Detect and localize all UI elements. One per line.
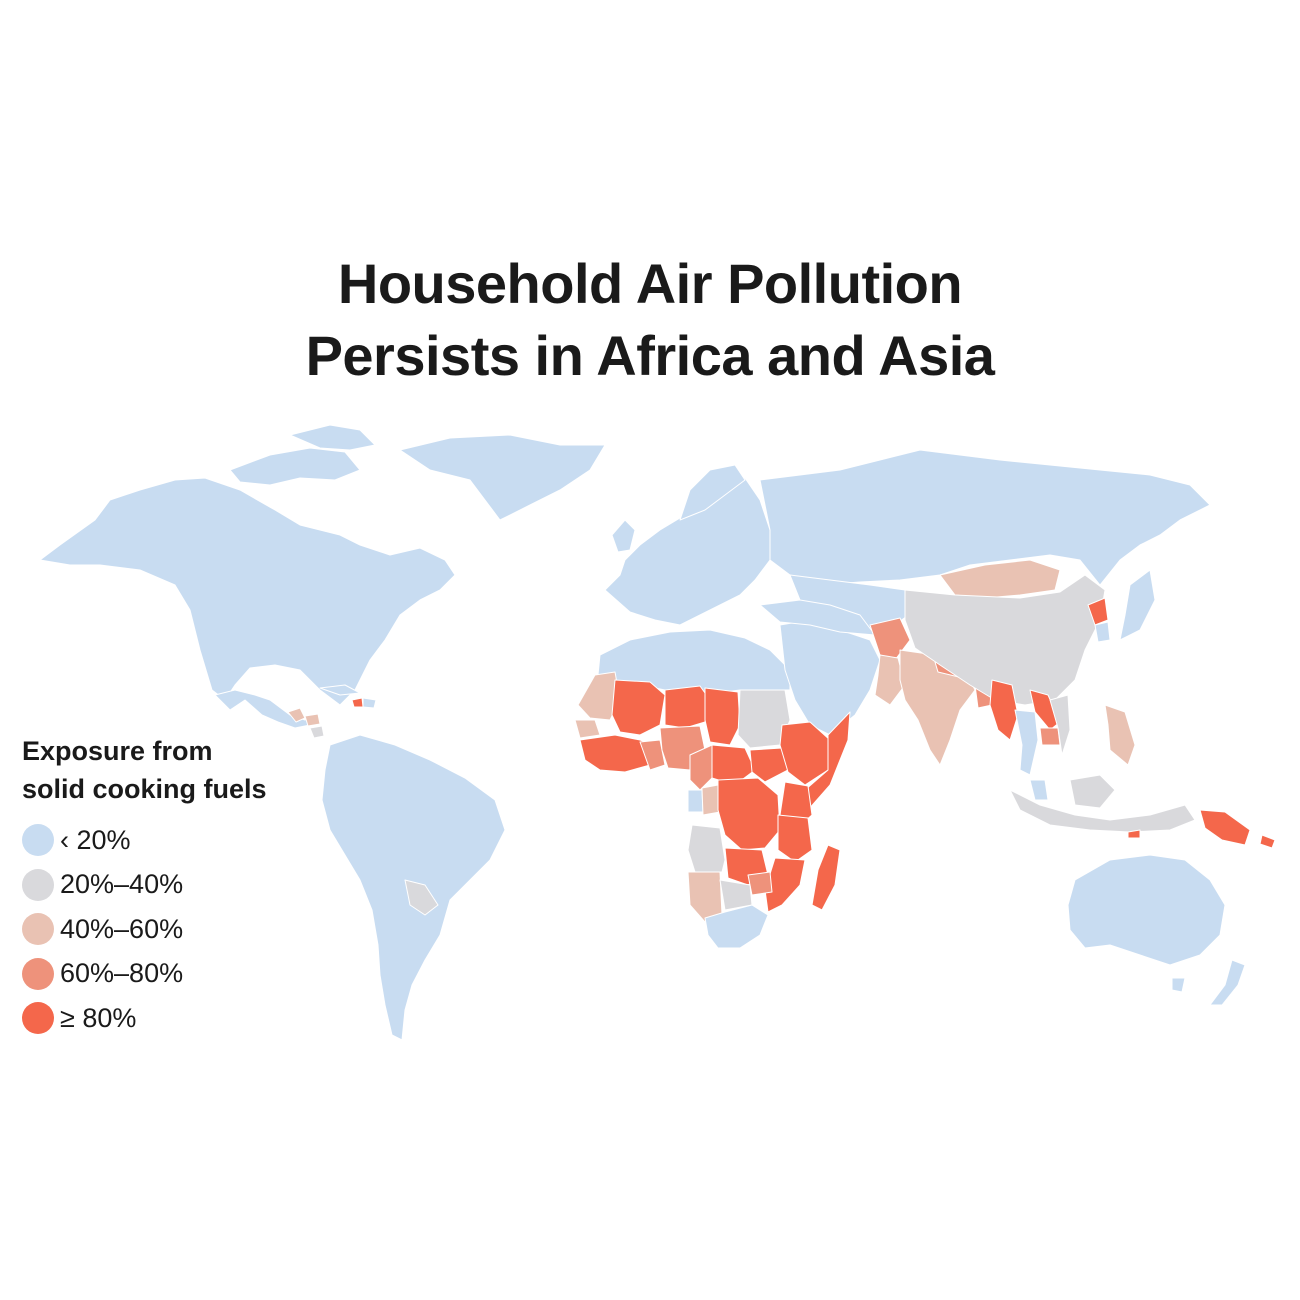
region-mauritania <box>577 671 621 721</box>
region-china <box>904 574 1106 706</box>
legend-item-40-60: 40%–60% <box>22 907 267 952</box>
legend-label: 40%–60% <box>60 913 184 944</box>
legend-item-under-20: ‹ 20% <box>22 818 267 863</box>
legend-label: 20%–40% <box>60 869 184 900</box>
region-canadian-arctic <box>229 447 361 486</box>
region-cambodia <box>1039 727 1061 746</box>
region-australia <box>1067 854 1226 966</box>
region-south-korea <box>1094 621 1111 643</box>
region-haiti <box>351 697 364 708</box>
region-arctic-islands <box>289 424 376 451</box>
region-pakistan <box>874 654 906 706</box>
legend-label: ‹ 20% <box>60 824 131 855</box>
region-myanmar <box>989 679 1019 741</box>
region-papua-new-guinea <box>1199 809 1251 846</box>
region-car <box>711 744 756 786</box>
region-mali <box>611 679 666 736</box>
region-gabon <box>687 789 704 813</box>
region-botswana <box>719 879 753 911</box>
region-zimbabwe <box>747 871 773 896</box>
region-senegal <box>574 719 601 739</box>
legend-item-60-80: 60%–80% <box>22 952 267 997</box>
region-philippines <box>1104 704 1136 766</box>
region-somalia <box>804 711 851 811</box>
legend-label: ≥ 80% <box>60 1002 137 1033</box>
region-paraguay <box>404 879 439 916</box>
legend-swatch <box>22 868 54 901</box>
legend-title-line-1: Exposure from <box>22 736 213 766</box>
region-madagascar <box>811 844 841 911</box>
region-greenland <box>399 434 606 521</box>
region-nicaragua <box>309 725 325 739</box>
region-laos <box>1029 689 1061 731</box>
region-dr-congo <box>717 777 781 851</box>
region-guatemala <box>287 707 306 723</box>
region-uk-ireland <box>611 519 636 553</box>
legend-title-line-2: solid cooking fuels <box>22 774 267 804</box>
region-cuba <box>319 684 361 696</box>
title-line-1: Household Air Pollution <box>337 252 963 315</box>
region-cameroon <box>689 744 716 791</box>
region-ethiopia <box>779 721 831 786</box>
legend-swatch <box>22 957 54 990</box>
region-dominican-rep <box>362 697 377 709</box>
region-north-america <box>39 477 456 706</box>
region-borneo <box>1069 774 1116 809</box>
region-chad <box>704 687 741 746</box>
region-tanzania <box>777 814 813 863</box>
region-timor-leste <box>1127 829 1141 839</box>
region-middle-east <box>779 619 881 736</box>
region-vietnam <box>1049 694 1071 756</box>
region-europe <box>604 477 771 626</box>
region-new-zealand <box>1209 959 1246 1006</box>
region-japan <box>1119 569 1156 641</box>
legend-swatch <box>22 913 54 946</box>
region-north-korea <box>1087 597 1109 626</box>
legend-item-80-plus: ≥ 80% <box>22 996 267 1041</box>
region-ghana-togo <box>639 739 666 771</box>
region-scandinavia <box>679 464 746 521</box>
region-congo <box>701 784 721 816</box>
region-angola <box>687 824 726 873</box>
region-tasmania <box>1171 977 1186 993</box>
map-legend: Exposure from solid cooking fuels ‹ 20% … <box>22 732 267 1041</box>
region-south-africa <box>704 904 769 949</box>
map-title: Household Air Pollution Persists in Afri… <box>0 248 1300 392</box>
region-malaysia <box>1029 779 1049 801</box>
region-south-sudan <box>749 747 789 783</box>
legend-title: Exposure from solid cooking fuels <box>22 732 267 808</box>
region-thailand <box>1014 709 1039 776</box>
legend-label: 60%–80% <box>60 958 184 989</box>
region-solomon-islands <box>1259 834 1276 849</box>
legend-swatch <box>22 824 54 857</box>
region-indonesia <box>1009 789 1196 833</box>
region-niger <box>664 685 711 729</box>
legend-swatch <box>22 1002 54 1035</box>
region-honduras <box>304 713 321 727</box>
legend-items: ‹ 20% 20%–40% 40%–60% 60%–80% ≥ 80% <box>22 818 267 1041</box>
legend-item-20-40: 20%–40% <box>22 863 267 908</box>
title-line-2: Persists in Africa and Asia <box>305 324 995 387</box>
